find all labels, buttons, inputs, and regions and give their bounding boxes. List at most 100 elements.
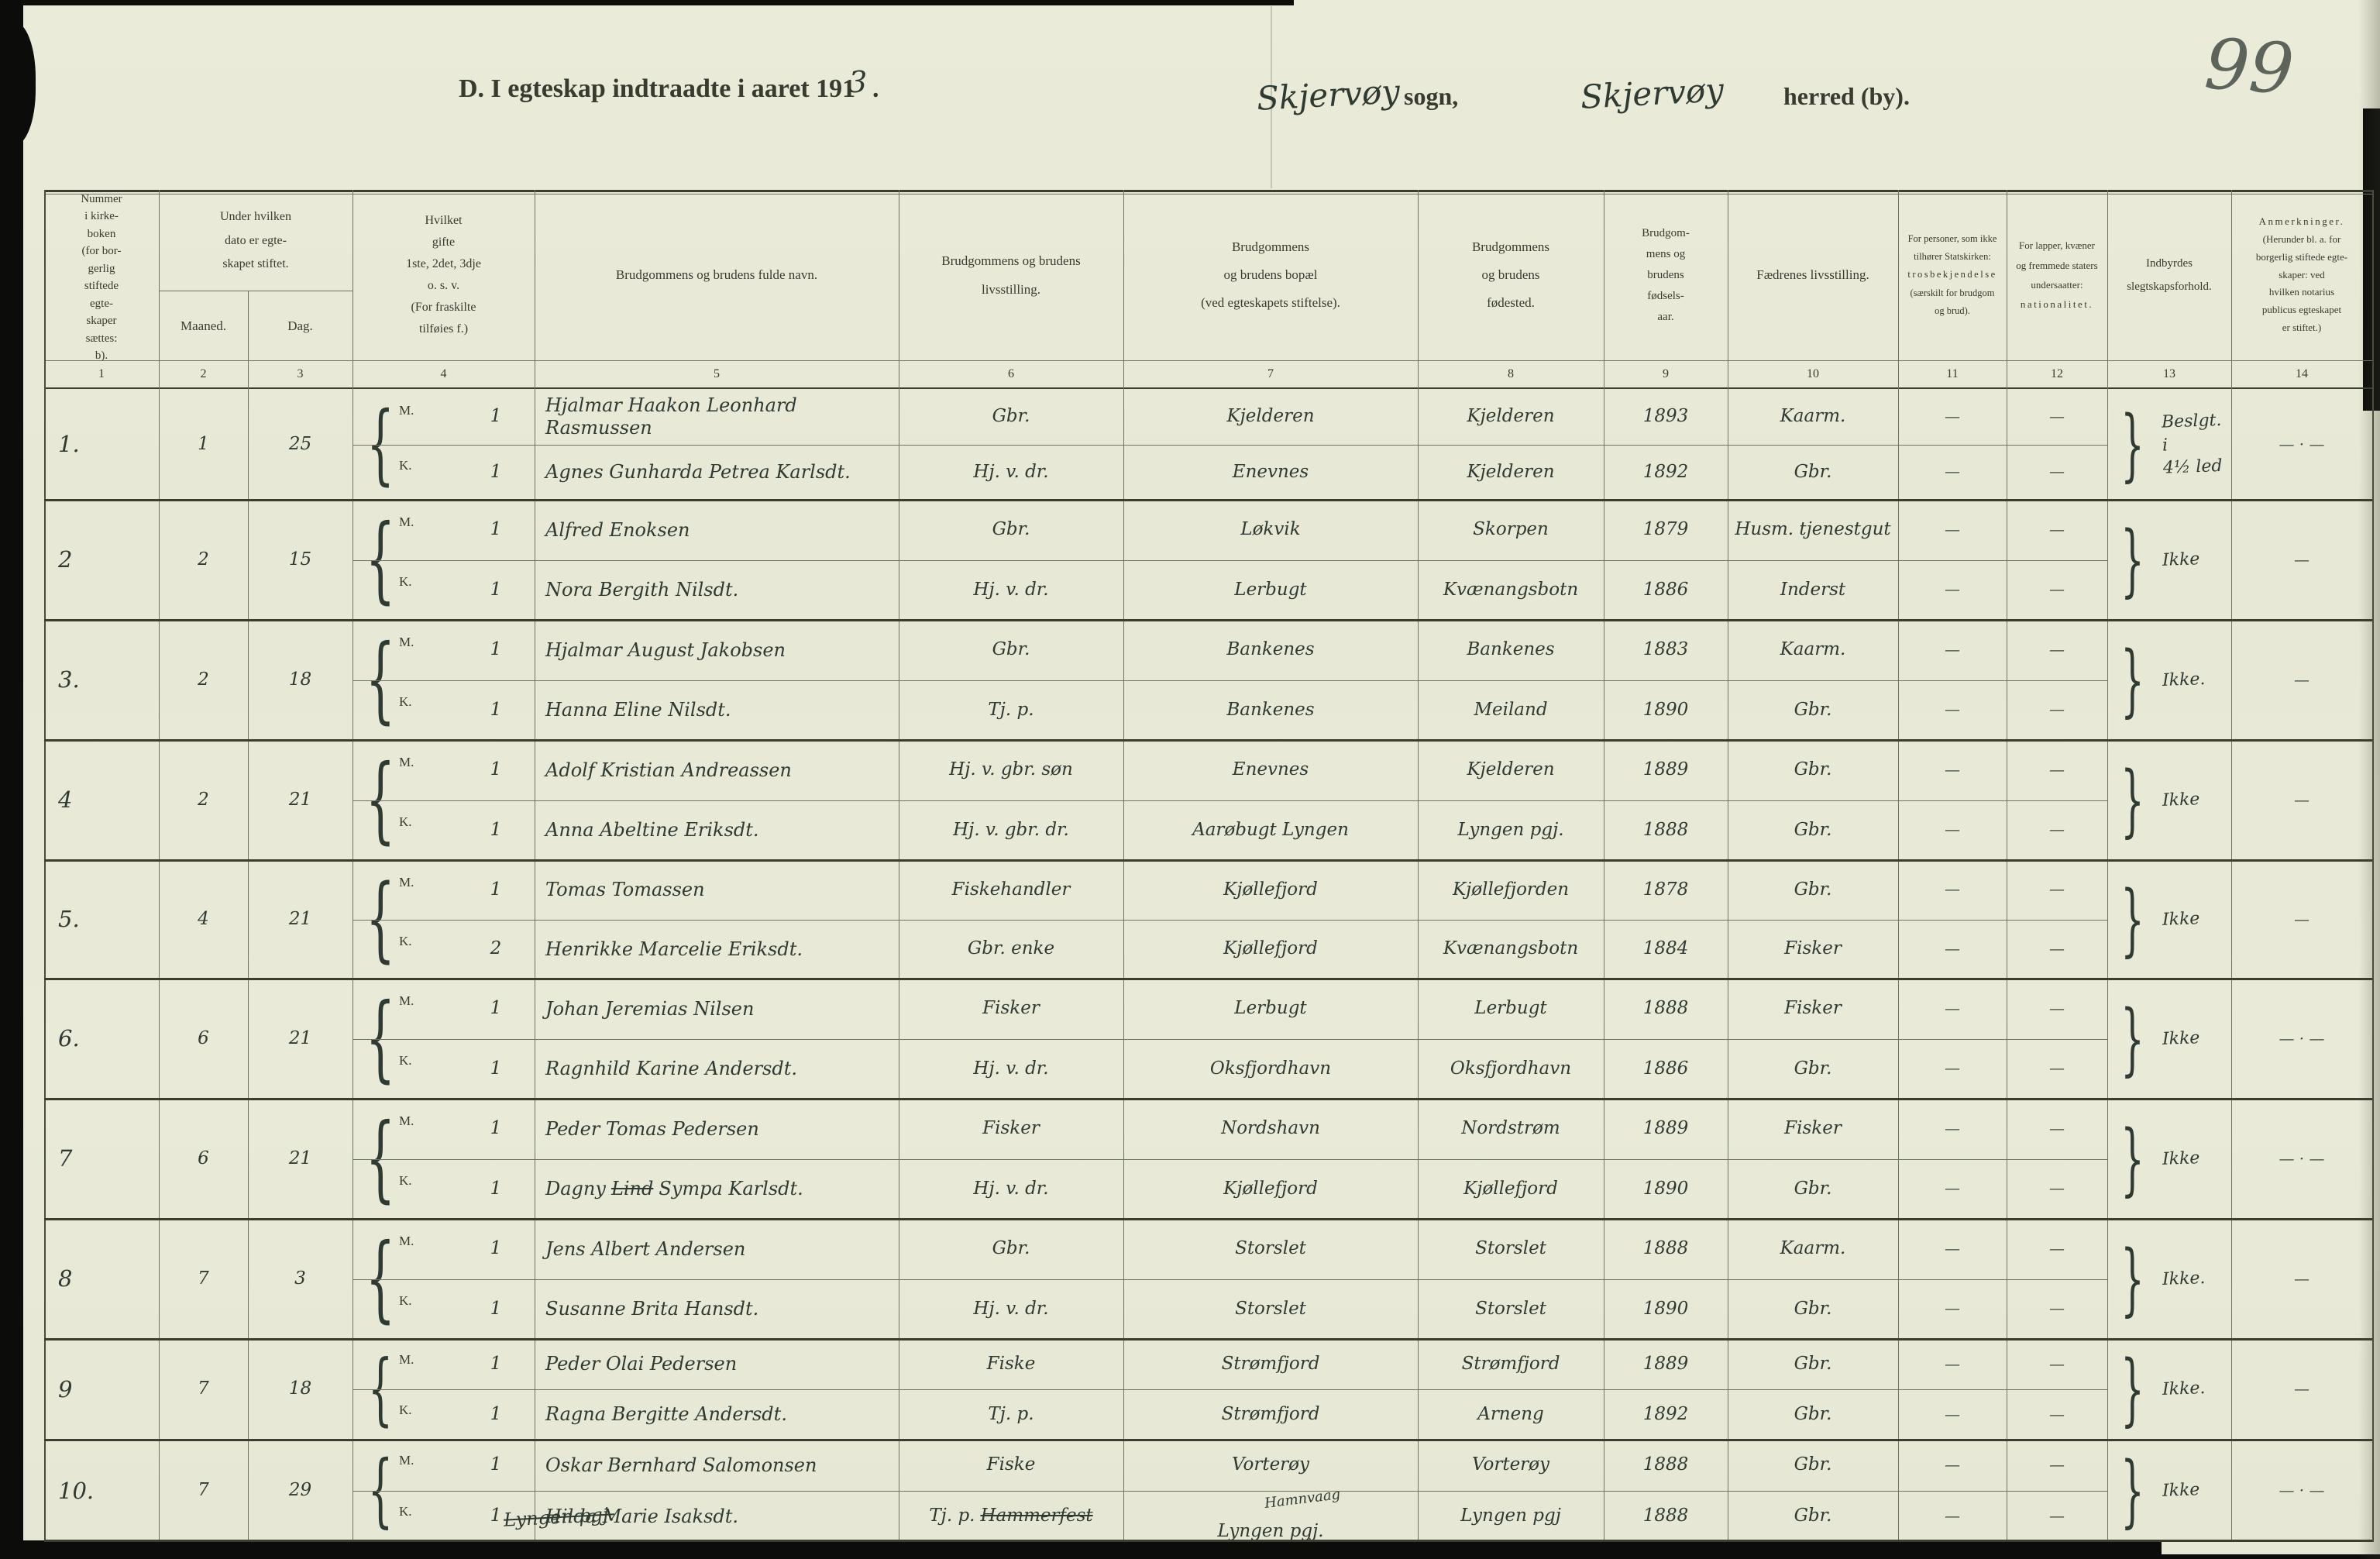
- column-number-6: 6: [1008, 367, 1014, 380]
- entry-5-number: 5.: [58, 906, 80, 933]
- entry-8-m-birthyear: 1888: [1642, 1238, 1689, 1259]
- entry-4-mk-divider: [353, 800, 2107, 801]
- entry-3-m-birthyear: 1883: [1642, 639, 1689, 660]
- entry-7-k-label: K.: [399, 1173, 412, 1189]
- entry-3-kinship-value: Ikke.: [2162, 669, 2206, 690]
- entry-4-kinship-value: Ikke: [2162, 789, 2200, 810]
- entry-3-day: 18: [288, 669, 312, 690]
- entry-6-kinship-brace-icon: }: [2120, 993, 2144, 1085]
- header-faedrenes: Fædrenes livsstilling.: [1756, 267, 1869, 282]
- entry-3-k-occupation: Tj. p.: [988, 699, 1034, 720]
- entry-10-kinship: } Ikke: [2107, 1440, 2233, 1542]
- entry-8-m-name: Jens Albert Andersen: [545, 1237, 746, 1260]
- header-trosbekjendelse-line2: trosbekjendelse: [1907, 269, 1997, 280]
- scan-edge-right: [2363, 108, 2380, 411]
- entry-9-k-birthyear: 1892: [1642, 1403, 1689, 1424]
- entry-3-k-gifte: 1: [490, 699, 502, 720]
- entry-6-k-occupation: Hj. v. dr.: [973, 1058, 1049, 1079]
- entry-10-k-name: Hilda Marie Isaksdt.: [545, 1505, 739, 1527]
- header-dag: Dag.: [287, 318, 313, 333]
- header-slegtskapsforhold: Indbyrdes slegtskapsforhold.: [2127, 257, 2212, 293]
- entry-3-k-label: K.: [399, 694, 412, 710]
- entry-8-k-name: Susanne Brita Hansdt.: [545, 1298, 759, 1320]
- entry-5-k-occupation: Gbr. enke: [967, 938, 1055, 959]
- entry-10-k-nationality-dash: —: [2049, 1506, 2065, 1526]
- entry-4-k-name: Anna Abeltine Eriksdt.: [545, 819, 759, 841]
- entry-7-m-father-occupation: Fisker: [1784, 1118, 1842, 1139]
- entry-5-m-birthplace: Kjøllefjorden: [1452, 879, 1570, 900]
- entry-5-m-creed-dash: —: [1945, 879, 1960, 899]
- entry-10-curly-brace-icon: {: [367, 1444, 394, 1537]
- entry-9-kinship-brace-icon: }: [2120, 1344, 2144, 1435]
- entry-5-m-gifte: 1: [490, 879, 502, 900]
- entry-9-kinship-value: Ikke.: [2162, 1378, 2206, 1400]
- entry-9-k-creed-dash: —: [1945, 1404, 1960, 1423]
- header-navn: Brudgommens og brudens fulde navn.: [615, 267, 818, 282]
- entry-10-k-creed-dash: —: [1945, 1506, 1960, 1526]
- column-line-1: [159, 190, 160, 1542]
- entry-3-m-father-occupation: Kaarm.: [1780, 639, 1846, 660]
- entry-5-kinship-brace-icon: }: [2120, 873, 2144, 965]
- entry-9-k-name: Ragna Bergitte Andersdt.: [545, 1403, 787, 1426]
- entry-6-month: 6: [198, 1027, 209, 1048]
- entry-8-m-birthplace: Storslet: [1475, 1238, 1546, 1259]
- entry-7-m-nationality-dash: —: [2049, 1118, 2065, 1137]
- page-title-period: .: [872, 74, 879, 103]
- entry-1-m-father-occupation: Kaarm.: [1780, 406, 1846, 427]
- entry-7-k-father-occupation: Gbr.: [1794, 1178, 1832, 1199]
- header-nationalitet-line2: nationalitet.: [2020, 298, 2094, 311]
- column-line-10: [1898, 190, 1899, 1542]
- entry-8-kinship: } Ikke.: [2107, 1219, 2233, 1339]
- page-title: D. I egteskap indtraadte i aaret 191: [459, 74, 856, 103]
- column-number-1: 1: [98, 367, 105, 380]
- entry-4-k-birthyear: 1888: [1642, 819, 1689, 840]
- entry-2-k-label: K.: [399, 574, 412, 590]
- entry-7-k-nationality-dash: —: [2049, 1179, 2065, 1198]
- entry-separator-4: [44, 859, 2372, 862]
- entry-3-m-nationality-dash: —: [2049, 639, 2065, 659]
- entry-8-day: 3: [294, 1268, 306, 1289]
- entry-6-k-creed-dash: —: [1945, 1058, 1960, 1078]
- entry-4-m-occupation: Hj. v. gbr. søn: [949, 759, 1073, 780]
- entry-separator-6: [44, 1098, 2372, 1100]
- entry-10-k-label: K.: [399, 1503, 412, 1519]
- entry-1-k-gifte: 1: [490, 461, 502, 482]
- entry-separator-9: [44, 1439, 2372, 1441]
- entry-1-k-name: Agnes Gunharda Petrea Karlsdt.: [545, 461, 851, 484]
- entry-10-number: 10.: [58, 1477, 95, 1504]
- entry-2-m-name: Alfred Enoksen: [545, 518, 690, 541]
- entry-2-m-birthyear: 1879: [1642, 519, 1689, 540]
- entry-7-remark: — · —: [2279, 1148, 2325, 1168]
- entry-2-k-occupation: Hj. v. dr.: [973, 579, 1049, 600]
- entry-2-k-name: Nora Bergith Nilsdt.: [545, 579, 739, 601]
- entry-6-kinship: } Ikke: [2107, 979, 2233, 1099]
- entry-7-m-birthyear: 1889: [1642, 1118, 1689, 1139]
- entry-9-k-nationality-dash: —: [2049, 1404, 2065, 1423]
- scan-edge-top: [0, 0, 1294, 5]
- entry-6-m-birthyear: 1888: [1642, 998, 1689, 1019]
- entry-2-m-father-occupation: Husm. tjenestgut: [1735, 519, 1891, 540]
- entry-7-k-birthyear: 1890: [1642, 1178, 1689, 1199]
- entry-7-m-birthplace: Nordstrøm: [1461, 1118, 1560, 1139]
- entry-separator-1: [44, 499, 2372, 501]
- entry-2-m-creed-dash: —: [1945, 519, 1960, 539]
- entry-8-k-residence: Storslet: [1235, 1298, 1306, 1319]
- table-top-line: [44, 190, 2372, 192]
- entry-separator-5: [44, 978, 2372, 980]
- entry-1-day: 25: [288, 433, 312, 454]
- entry-3-k-name: Hanna Eline Nilsdt.: [545, 699, 731, 721]
- entry-7-k-residence: Kjøllefjord: [1223, 1178, 1318, 1199]
- entry-1-kinship-brace-icon: }: [2120, 398, 2144, 490]
- table-bottom-line: [44, 1540, 2372, 1542]
- entry-2-day: 15: [288, 549, 312, 570]
- entry-10-mk-divider: [353, 1491, 2107, 1492]
- entry-10-kinship-value: Ikke: [2162, 1480, 2200, 1501]
- fold-crease: [1271, 6, 1272, 188]
- entry-7-month: 6: [198, 1148, 209, 1168]
- column-line-2: [248, 291, 249, 1542]
- entry-2-number: 2: [58, 546, 73, 573]
- column-number-4: 4: [440, 367, 447, 380]
- entry-5-m-name: Tomas Tomassen: [545, 879, 705, 901]
- entry-7-day: 21: [288, 1148, 312, 1168]
- entry-10-m-creed-dash: —: [1945, 1455, 1960, 1475]
